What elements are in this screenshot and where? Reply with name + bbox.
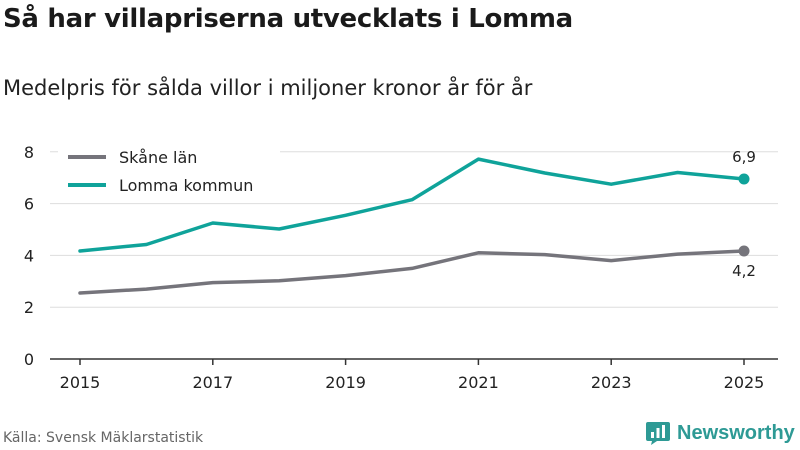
- y-axis-ticks: 0 2 4 6 8: [24, 143, 34, 369]
- y-tick-label-8: 8: [24, 143, 34, 162]
- chart-subtitle: Medelpris för sålda villor i miljoner kr…: [3, 76, 533, 100]
- series-line-lomma: [78, 157, 746, 253]
- x-tick-label-2017: 2017: [192, 373, 233, 392]
- end-point-lomma: [738, 173, 750, 185]
- legend-background: [58, 143, 280, 201]
- brand-logo: Newsworthy: [645, 420, 795, 446]
- y-tick-label-2: 2: [24, 298, 34, 317]
- series-group: 4,2 6,9: [78, 148, 756, 295]
- x-tick-label-2023: 2023: [591, 373, 632, 392]
- series-line-skane: [78, 249, 746, 295]
- end-label-lomma: 6,9: [732, 148, 756, 166]
- end-label-skane: 4,2: [732, 262, 756, 280]
- newsworthy-logo-icon: [646, 422, 670, 445]
- y-tick-label-6: 6: [24, 195, 34, 214]
- x-tick-label-2025: 2025: [724, 373, 765, 392]
- x-tick-label-2021: 2021: [458, 373, 499, 392]
- x-tick-label-2019: 2019: [325, 373, 366, 392]
- y-tick-label-4: 4: [24, 246, 34, 265]
- x-tick-label-2015: 2015: [60, 373, 101, 392]
- legend-label-lomma: Lomma kommun: [119, 176, 253, 195]
- x-axis: 2015 2017 2019 2021 2023 2025: [50, 358, 778, 392]
- legend-label-skane: Skåne län: [119, 148, 197, 167]
- end-point-skane: [738, 245, 750, 257]
- brand-name: Newsworthy: [677, 421, 795, 444]
- chart-title: Så har villapriserna utvecklats i Lomma: [3, 4, 573, 34]
- y-tick-label-0: 0: [24, 350, 34, 369]
- source-note: Källa: Svensk Mäklarstatistik: [3, 430, 204, 446]
- legend: Skåne län Lomma kommun: [58, 143, 280, 201]
